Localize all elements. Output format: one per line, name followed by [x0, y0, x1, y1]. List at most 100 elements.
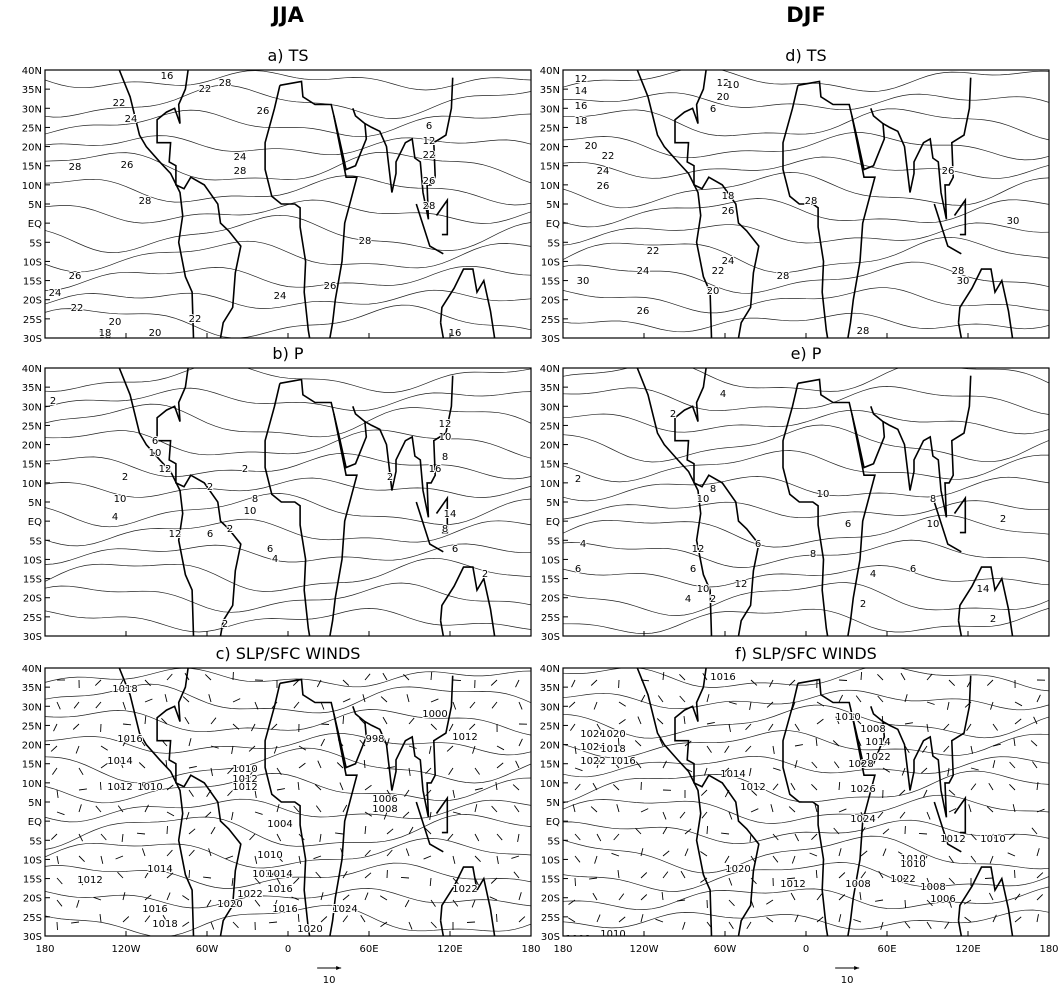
contour-label: 1018 — [600, 744, 625, 755]
wind-vector — [817, 719, 823, 724]
wind-vector — [277, 789, 285, 790]
contour-label: 26 — [423, 176, 436, 187]
contour-label: 22 — [71, 303, 84, 314]
wind-vector — [773, 768, 781, 770]
wind-vector — [575, 834, 580, 840]
y-tick-label: 15S — [23, 277, 42, 288]
contour-label: 1022 — [237, 889, 262, 900]
wind-vector — [167, 812, 174, 816]
wind-vector — [575, 784, 580, 790]
y-tick-label: 10N — [22, 479, 42, 490]
contour-label: 6 — [452, 544, 458, 555]
vector-scale-label: 10 — [841, 975, 854, 986]
wind-vector — [57, 812, 65, 815]
wind-vector — [834, 762, 839, 768]
contour-label: 2 — [227, 524, 233, 535]
contour-label: 2 — [990, 614, 996, 625]
wind-vector — [572, 680, 576, 687]
contour-label: 2 — [482, 569, 488, 580]
wind-vector — [364, 760, 365, 768]
wind-vector — [473, 746, 476, 754]
contour-label: 1016 — [710, 672, 735, 683]
wind-vector — [905, 922, 910, 928]
y-tick-label: 10S — [23, 257, 42, 268]
wind-vector — [707, 722, 715, 724]
contour-label: 1020 — [725, 864, 750, 875]
wind-vector — [839, 680, 847, 681]
y-tick-label: 10S — [541, 555, 560, 566]
wind-vector — [795, 724, 799, 731]
wind-vector — [641, 873, 647, 879]
wind-vector — [205, 812, 211, 817]
x-tick-label: 180 — [35, 944, 54, 955]
vector-scale-head — [854, 966, 859, 970]
wind-vector — [1031, 741, 1037, 746]
wind-vector — [57, 790, 58, 798]
y-tick-label: 30S — [541, 932, 560, 943]
wind-vector — [967, 724, 971, 731]
wind-vector — [321, 724, 329, 725]
y-tick-label: 15N — [22, 162, 42, 173]
wind-vector — [497, 746, 504, 750]
wind-vector — [96, 806, 101, 812]
wind-vector — [343, 680, 349, 686]
vector-scale-label: 10 — [323, 975, 336, 986]
y-tick-label: 15N — [22, 460, 42, 471]
wind-vector — [594, 702, 597, 710]
coastline — [119, 368, 193, 636]
wind-vector — [101, 834, 106, 840]
contour-line — [563, 386, 1049, 414]
contour-line — [563, 515, 1049, 547]
contour-label: 2 — [1000, 514, 1006, 525]
wind-vector — [185, 717, 189, 724]
contour-label: 26 — [257, 106, 270, 117]
wind-vector — [641, 895, 647, 901]
wind-vector — [405, 900, 409, 907]
wind-vector — [964, 900, 971, 904]
y-tick-label: 25S — [541, 613, 560, 624]
wind-vector — [993, 915, 996, 922]
contour-label: 1020 — [600, 729, 625, 740]
contour-label: 1012 — [940, 834, 965, 845]
wind-vector — [492, 806, 497, 812]
wind-vector — [79, 834, 83, 841]
wind-vector — [817, 894, 822, 900]
y-tick-label: 5N — [546, 200, 560, 211]
wind-vector — [944, 724, 950, 730]
wind-vector — [792, 856, 795, 864]
wind-vector — [447, 746, 453, 751]
contour-line — [563, 501, 1049, 519]
wind-vector — [685, 829, 691, 834]
wind-vector — [662, 892, 663, 900]
wind-vector — [57, 702, 60, 709]
wind-vector — [725, 746, 729, 753]
contour-label: 12 — [159, 464, 172, 475]
wind-vector — [568, 918, 575, 922]
wind-vector — [383, 673, 387, 680]
y-tick-label: 20S — [23, 594, 42, 605]
wind-vector — [707, 826, 708, 834]
wind-vector — [519, 892, 521, 900]
wind-vector — [343, 916, 348, 922]
wind-vector — [575, 856, 580, 862]
wind-vector — [167, 850, 172, 856]
x-tick-label: 120E — [437, 944, 462, 955]
coastline — [365, 78, 453, 220]
contour-label: 1016 — [142, 904, 167, 915]
x-tick-label: 120W — [112, 944, 141, 955]
y-tick-label: 25S — [23, 613, 42, 624]
y-tick-label: 20N — [22, 143, 42, 154]
wind-vector — [255, 812, 263, 814]
coastline — [675, 668, 759, 936]
wind-vector — [448, 834, 453, 840]
contour-label: 1022 — [452, 884, 477, 895]
wind-vector — [839, 848, 841, 856]
contour-label: 1016 — [610, 756, 635, 767]
x-tick-label: 180 — [521, 944, 540, 955]
y-tick-label: 10N — [540, 479, 560, 490]
contour-label: 8 — [930, 494, 936, 505]
contour-label: 4 — [685, 594, 691, 605]
wind-vector — [321, 917, 327, 923]
